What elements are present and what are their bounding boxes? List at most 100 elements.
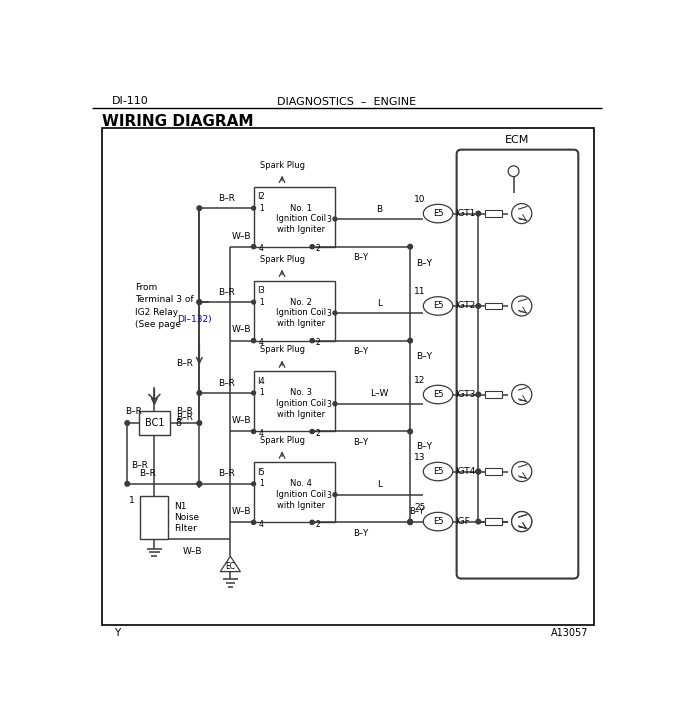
- Text: I5: I5: [257, 468, 265, 477]
- Ellipse shape: [423, 204, 453, 223]
- Text: EC: EC: [225, 562, 236, 571]
- Text: E5: E5: [433, 209, 443, 218]
- Text: B–Y: B–Y: [416, 443, 433, 451]
- Ellipse shape: [423, 385, 453, 404]
- Text: B–Y: B–Y: [416, 352, 433, 360]
- Text: L: L: [376, 298, 382, 308]
- Circle shape: [310, 339, 314, 342]
- Text: B–R: B–R: [176, 413, 193, 422]
- Circle shape: [252, 391, 255, 395]
- Circle shape: [197, 300, 202, 304]
- Text: IGT3: IGT3: [455, 390, 475, 399]
- Text: 3: 3: [326, 491, 331, 500]
- Text: B–Y: B–Y: [353, 438, 369, 446]
- Text: 1: 1: [259, 203, 264, 213]
- Circle shape: [310, 244, 314, 249]
- Circle shape: [476, 469, 481, 474]
- Bar: [254, 280, 335, 340]
- Text: BC1: BC1: [145, 418, 164, 428]
- Circle shape: [512, 512, 532, 531]
- Text: 25: 25: [414, 503, 426, 512]
- Text: 10: 10: [414, 195, 426, 203]
- Text: Filter: Filter: [174, 524, 196, 533]
- Bar: [102, 128, 594, 625]
- Circle shape: [197, 206, 202, 211]
- Bar: [254, 371, 335, 431]
- Text: ECM: ECM: [505, 135, 529, 145]
- Circle shape: [476, 211, 481, 216]
- Text: WIRING DIAGRAM: WIRING DIAGRAM: [102, 114, 253, 129]
- Text: From
Terminal 3 of
IG2 Relay
(See page: From Terminal 3 of IG2 Relay (See page: [135, 283, 194, 329]
- Circle shape: [310, 430, 314, 433]
- Text: B–R: B–R: [176, 407, 193, 416]
- Text: 2: 2: [315, 429, 320, 438]
- Text: A13057: A13057: [551, 628, 588, 638]
- Text: N1: N1: [174, 503, 186, 511]
- Circle shape: [125, 482, 129, 486]
- Text: with Igniter: with Igniter: [277, 410, 325, 419]
- Text: 1: 1: [259, 389, 264, 397]
- Circle shape: [197, 482, 202, 486]
- Text: B–R: B–R: [139, 469, 156, 478]
- Text: Spark Plug: Spark Plug: [259, 255, 305, 264]
- Text: L–W: L–W: [370, 389, 389, 399]
- Text: 1: 1: [259, 479, 264, 488]
- Text: DIAGNOSTICS  –  ENGINE: DIAGNOSTICS – ENGINE: [277, 97, 416, 107]
- Circle shape: [512, 203, 532, 224]
- Text: 1: 1: [259, 298, 264, 306]
- Circle shape: [252, 430, 255, 433]
- Text: 2: 2: [315, 338, 320, 348]
- Ellipse shape: [423, 297, 453, 315]
- Circle shape: [252, 482, 255, 486]
- Text: IGT2: IGT2: [455, 301, 475, 311]
- Bar: [485, 303, 502, 309]
- Text: IGT4: IGT4: [455, 467, 475, 476]
- Text: 8: 8: [175, 418, 181, 428]
- Circle shape: [197, 420, 202, 425]
- Text: L: L: [376, 480, 382, 490]
- Bar: [140, 496, 169, 539]
- Circle shape: [476, 519, 481, 524]
- Circle shape: [512, 384, 532, 404]
- Text: 1: 1: [129, 496, 135, 505]
- Text: IGT1: IGT1: [455, 209, 475, 218]
- Text: B–R: B–R: [218, 288, 235, 297]
- Circle shape: [408, 429, 412, 434]
- Text: Noise: Noise: [174, 513, 199, 522]
- Text: No. 4: No. 4: [290, 479, 311, 488]
- Text: 3: 3: [326, 309, 331, 318]
- Text: B–R: B–R: [131, 461, 148, 470]
- Circle shape: [197, 482, 202, 486]
- Circle shape: [476, 392, 481, 397]
- Bar: [254, 187, 335, 247]
- FancyBboxPatch shape: [456, 150, 578, 578]
- Text: No. 3: No. 3: [290, 389, 312, 397]
- Circle shape: [512, 296, 532, 316]
- Bar: [485, 518, 502, 525]
- Circle shape: [197, 391, 202, 395]
- Circle shape: [476, 469, 481, 474]
- Circle shape: [252, 339, 255, 342]
- Circle shape: [408, 520, 412, 525]
- Circle shape: [310, 430, 314, 433]
- Bar: [485, 468, 502, 475]
- Bar: [254, 462, 335, 522]
- Text: B–R: B–R: [218, 194, 235, 203]
- Text: B–Y: B–Y: [353, 528, 369, 537]
- Text: B: B: [376, 205, 383, 213]
- Text: No. 1: No. 1: [290, 203, 311, 213]
- Circle shape: [333, 402, 337, 406]
- Ellipse shape: [423, 513, 453, 531]
- Text: with Igniter: with Igniter: [277, 319, 325, 328]
- Text: E5: E5: [433, 467, 443, 476]
- Circle shape: [508, 166, 519, 177]
- Text: 13: 13: [414, 453, 426, 461]
- Text: B–R: B–R: [125, 407, 141, 416]
- Text: I2: I2: [257, 192, 265, 201]
- Text: B–R: B–R: [176, 359, 193, 368]
- Text: W–B: W–B: [232, 507, 252, 516]
- Circle shape: [333, 311, 337, 315]
- Text: W–B: W–B: [183, 547, 202, 556]
- Bar: [139, 412, 170, 435]
- Text: W–B: W–B: [232, 416, 252, 425]
